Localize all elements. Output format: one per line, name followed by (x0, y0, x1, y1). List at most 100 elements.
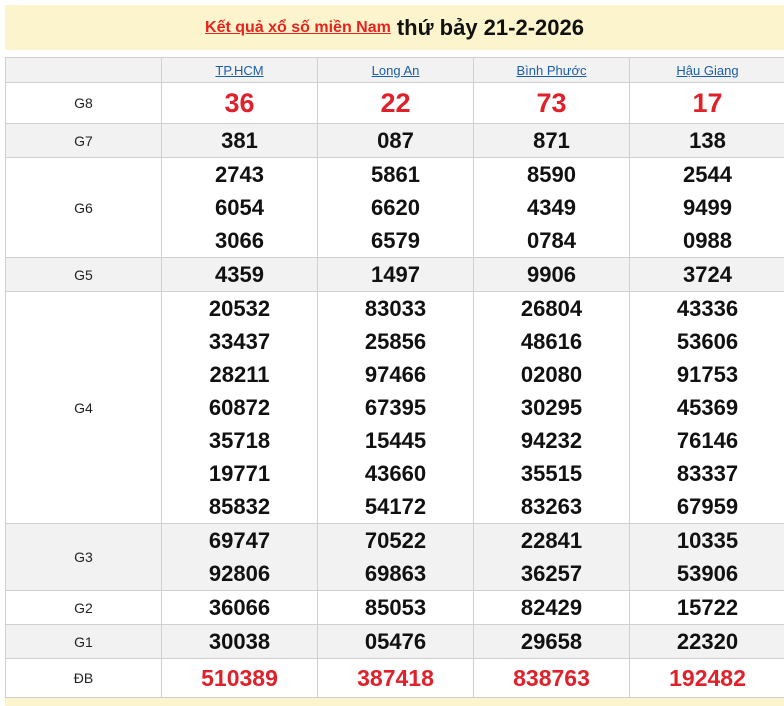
prize-number: 76146 (676, 428, 739, 453)
prize-cell: 22320 (629, 624, 784, 659)
prize-cell: 1497 (317, 257, 474, 292)
prize-cell: 29658 (473, 624, 630, 659)
prize-number: 2544 (683, 162, 732, 187)
prize-cell: 83033 25856 97466 67395 15445 43660 54172 (317, 291, 474, 524)
prize-number: 9906 (527, 262, 576, 287)
prize-number: 29658 (520, 629, 583, 654)
prize-number: 9499 (683, 195, 732, 220)
prize-cell: 69747 92806 (161, 523, 318, 591)
prize-cell: 387418 (317, 658, 474, 698)
province-header: TP.HCM (161, 57, 318, 83)
province-link[interactable]: Long An (371, 62, 420, 78)
header-row: TP.HCM Long An Bình Phước Hậu Giang (5, 57, 784, 83)
prize-number: 91753 (676, 362, 739, 387)
prize-number: 02080 (520, 362, 583, 387)
prize-number: 838763 (513, 665, 590, 691)
prize-number: 05476 (364, 629, 427, 654)
prize-number: 83337 (676, 461, 739, 486)
prize-number: 26804 (520, 296, 583, 321)
prize-cell: 43336 53606 91753 45369 76146 83337 67959 (629, 291, 784, 524)
prize-number: 82429 (520, 595, 583, 620)
prize-number: 85832 (208, 494, 271, 519)
province-link[interactable]: Hậu Giang (676, 62, 739, 78)
prize-label: G5 (5, 257, 162, 292)
prize-number: 3066 (215, 228, 264, 253)
prize-number: 35515 (520, 461, 583, 486)
prize-number: 30038 (208, 629, 271, 654)
prize-label: ĐB (5, 658, 162, 698)
prize-number: 0988 (683, 228, 732, 253)
prize-label: G4 (5, 291, 162, 524)
prize-row-G4: G4 20532 33437 28211 60872 35718 19771 85832 830… (5, 291, 784, 524)
province-link[interactable]: Bình Phước (516, 62, 587, 78)
page-title: Kết quả xổ số miền Nam thứ bảy 21-2-2026 (5, 5, 784, 50)
prize-number: 5861 (371, 162, 420, 187)
prize-number: 17 (692, 88, 723, 118)
prize-cell: 838763 (473, 658, 630, 698)
prize-number: 60872 (208, 395, 271, 420)
prize-number: 53906 (676, 561, 739, 586)
prize-number: 94232 (520, 428, 583, 453)
prize-number: 69863 (364, 561, 427, 586)
province-header: Bình Phước (473, 57, 630, 83)
prize-row-G5: G5 4359 1497 9906 3724 (5, 257, 784, 292)
prize-number: 4359 (215, 262, 264, 287)
prize-cell: 871 (473, 123, 630, 158)
draw-date: thứ bảy 21-2-2026 (396, 14, 584, 40)
prize-cell: 087 (317, 123, 474, 158)
prize-label: G3 (5, 523, 162, 591)
prize-number: 8590 (527, 162, 576, 187)
prize-row-G6: G6 2743 6054 3066 5861 6620 6579 8590 4349 0784 25… (5, 157, 784, 258)
prize-cell: 36 (161, 82, 318, 124)
prize-cell: 05476 (317, 624, 474, 659)
prize-number: 381 (221, 128, 258, 153)
prize-number: 54172 (364, 494, 427, 519)
footer-bar (5, 698, 784, 706)
prize-cell: 15722 (629, 590, 784, 625)
prize-number: 22841 (520, 528, 583, 553)
region-results-link[interactable]: Kết quả xổ số miền Nam (205, 18, 391, 36)
prize-cell: 36066 (161, 590, 318, 625)
prize-number: 73 (536, 88, 567, 118)
prize-number: 25856 (364, 329, 427, 354)
prize-row-G2: G2 36066 85053 82429 15722 (5, 590, 784, 625)
prize-cell: 138 (629, 123, 784, 158)
prize-cell: 2743 6054 3066 (161, 157, 318, 258)
prize-number: 087 (377, 128, 414, 153)
prize-label: G7 (5, 123, 162, 158)
prize-number: 20532 (208, 296, 271, 321)
prize-row-G3: G3 69747 92806 70522 69863 22841 36257 10335 539… (5, 523, 784, 591)
prize-number: 510389 (201, 665, 278, 691)
prize-number: 192482 (669, 665, 746, 691)
prize-row-ĐB: ĐB 510389 387418 838763 192482 (5, 658, 784, 698)
province-link[interactable]: TP.HCM (215, 62, 264, 78)
prize-number: 69747 (208, 528, 271, 553)
prize-cell: 70522 69863 (317, 523, 474, 591)
prize-number: 53606 (676, 329, 739, 354)
prize-number: 43660 (364, 461, 427, 486)
prize-number: 0784 (527, 228, 576, 253)
prize-number: 36 (224, 88, 255, 118)
prize-cell: 3724 (629, 257, 784, 292)
prize-cell: 2544 9499 0988 (629, 157, 784, 258)
prize-cell: 4359 (161, 257, 318, 292)
prize-cell: 85053 (317, 590, 474, 625)
prize-cell: 192482 (629, 658, 784, 698)
prize-number: 67395 (364, 395, 427, 420)
prize-cell: 17 (629, 82, 784, 124)
prize-number: 2743 (215, 162, 264, 187)
prize-number: 6579 (371, 228, 420, 253)
prize-number: 3724 (683, 262, 732, 287)
prize-number: 30295 (520, 395, 583, 420)
prize-number: 1497 (371, 262, 420, 287)
prize-number: 10335 (676, 528, 739, 553)
results-table: TP.HCM Long An Bình Phước Hậu Giang G8 36 22 7… (5, 57, 784, 698)
prize-cell: 5861 6620 6579 (317, 157, 474, 258)
prize-cell: 82429 (473, 590, 630, 625)
prize-row-G8: G8 36 22 73 17 (5, 82, 784, 124)
prize-cell: 73 (473, 82, 630, 124)
prize-cell: 9906 (473, 257, 630, 292)
prize-cell: 22 (317, 82, 474, 124)
prize-row-G1: G1 30038 05476 29658 22320 (5, 624, 784, 659)
province-header: Long An (317, 57, 474, 83)
